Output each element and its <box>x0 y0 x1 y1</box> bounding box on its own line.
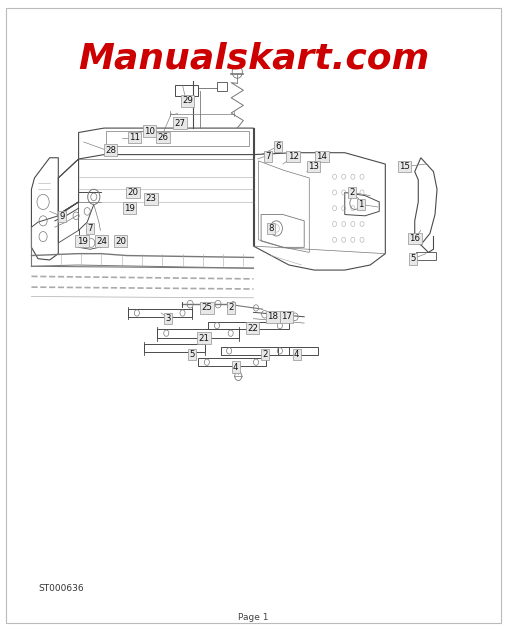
Text: 7: 7 <box>88 224 93 233</box>
Text: 12: 12 <box>287 152 299 161</box>
Text: 1: 1 <box>358 200 364 209</box>
Text: 2: 2 <box>228 304 233 312</box>
Text: 2: 2 <box>350 188 355 197</box>
Text: 5: 5 <box>189 350 194 359</box>
Text: 20: 20 <box>115 237 126 245</box>
Text: 22: 22 <box>247 324 258 333</box>
Text: 19: 19 <box>77 237 88 245</box>
Text: 3: 3 <box>166 314 171 323</box>
Text: 27: 27 <box>174 119 186 127</box>
Text: 14: 14 <box>316 152 328 161</box>
Text: 9: 9 <box>59 212 64 221</box>
Text: 16: 16 <box>409 234 420 243</box>
Text: 10: 10 <box>144 127 155 136</box>
Text: ST000636: ST000636 <box>38 584 84 593</box>
Text: 19: 19 <box>124 204 135 213</box>
Text: 24: 24 <box>96 237 107 245</box>
Text: 21: 21 <box>198 334 209 343</box>
Text: 5: 5 <box>411 254 416 263</box>
Text: 18: 18 <box>267 312 278 321</box>
Text: 8: 8 <box>269 224 274 233</box>
Text: 20: 20 <box>127 188 138 197</box>
Text: 25: 25 <box>201 304 212 312</box>
Text: 4: 4 <box>294 350 299 359</box>
Text: Manualskart.com: Manualskart.com <box>78 42 429 76</box>
FancyBboxPatch shape <box>6 8 501 623</box>
Text: 23: 23 <box>146 194 157 203</box>
Text: 4: 4 <box>233 363 238 372</box>
Text: 29: 29 <box>182 97 193 105</box>
Text: 7: 7 <box>265 152 270 161</box>
Text: 15: 15 <box>399 162 410 171</box>
Text: 28: 28 <box>105 146 116 155</box>
Text: 11: 11 <box>129 133 140 142</box>
Text: 26: 26 <box>158 133 169 142</box>
Text: 6: 6 <box>275 142 280 151</box>
Text: 13: 13 <box>308 162 319 171</box>
Text: 2: 2 <box>262 350 267 359</box>
Text: 17: 17 <box>281 312 292 321</box>
Text: Page 1: Page 1 <box>238 613 269 622</box>
